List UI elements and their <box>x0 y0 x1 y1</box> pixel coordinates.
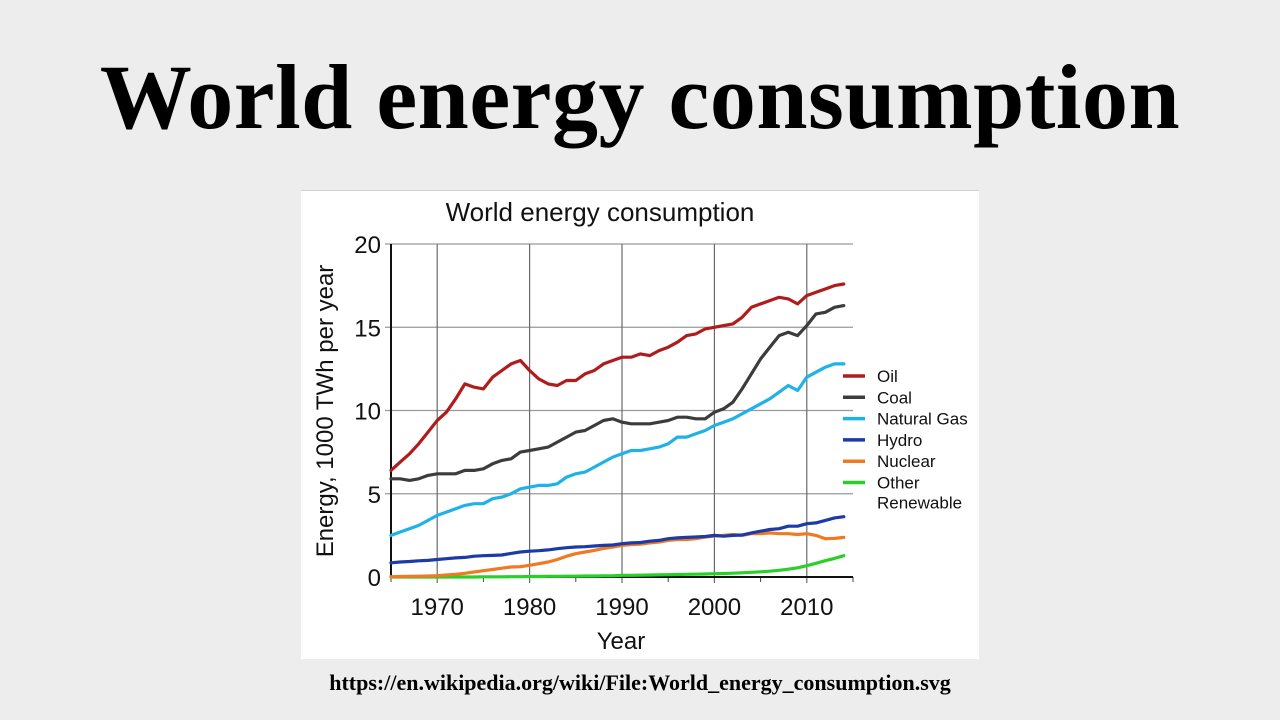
x-tick-label: 2000 <box>688 594 741 621</box>
y-axis-label: Energy, 1000 TWh per year <box>312 265 339 558</box>
axes: 0 5 10 15 20 1970 1980 1990 2000 2010 <box>354 232 854 621</box>
series-line-nuclear <box>389 531 846 579</box>
x-tick-label: 1980 <box>503 594 556 621</box>
grid <box>385 243 853 583</box>
source-link[interactable]: https://en.wikipedia.org/wiki/File:World… <box>329 670 951 695</box>
legend: Oil Coal Natural Gas Hydro Nuclear OtherRenew… <box>843 367 968 513</box>
line-chart: 0 5 10 15 20 1970 1980 1990 2000 2010 Oil Coal Natu… <box>312 197 968 655</box>
chart-panel: 0 5 10 15 20 1970 1980 1990 2000 2010 Oil Coal Natu… <box>301 190 979 659</box>
series-line-oil <box>389 282 846 472</box>
legend-label: Coal <box>877 388 912 407</box>
chart-title: World energy consumption <box>446 197 755 227</box>
x-tick-label: 1990 <box>595 594 648 621</box>
slide-title: World energy consumption <box>99 46 1181 148</box>
legend-label: Nuclear <box>877 452 936 471</box>
legend-label: Natural Gas <box>877 410 968 429</box>
y-tick-label: 0 <box>368 565 381 592</box>
series-line-natural-gas <box>389 362 846 537</box>
series-lines <box>389 282 846 579</box>
series-line-coal <box>389 303 846 482</box>
series-line-hydro <box>389 515 846 565</box>
y-tick-label: 15 <box>354 315 381 342</box>
legend-label: Hydro <box>877 431 922 450</box>
y-tick-label: 5 <box>368 482 381 509</box>
y-tick-label: 10 <box>354 399 381 426</box>
legend-label: Renewable <box>877 494 962 513</box>
y-tick-label: 20 <box>354 232 381 259</box>
x-tick-label: 1970 <box>411 594 464 621</box>
x-axis-label: Year <box>597 628 646 655</box>
legend-label: Other <box>877 474 920 493</box>
legend-label: Oil <box>877 367 898 386</box>
x-tick-label: 2010 <box>780 594 833 621</box>
series-line-other-renewable <box>389 554 846 579</box>
